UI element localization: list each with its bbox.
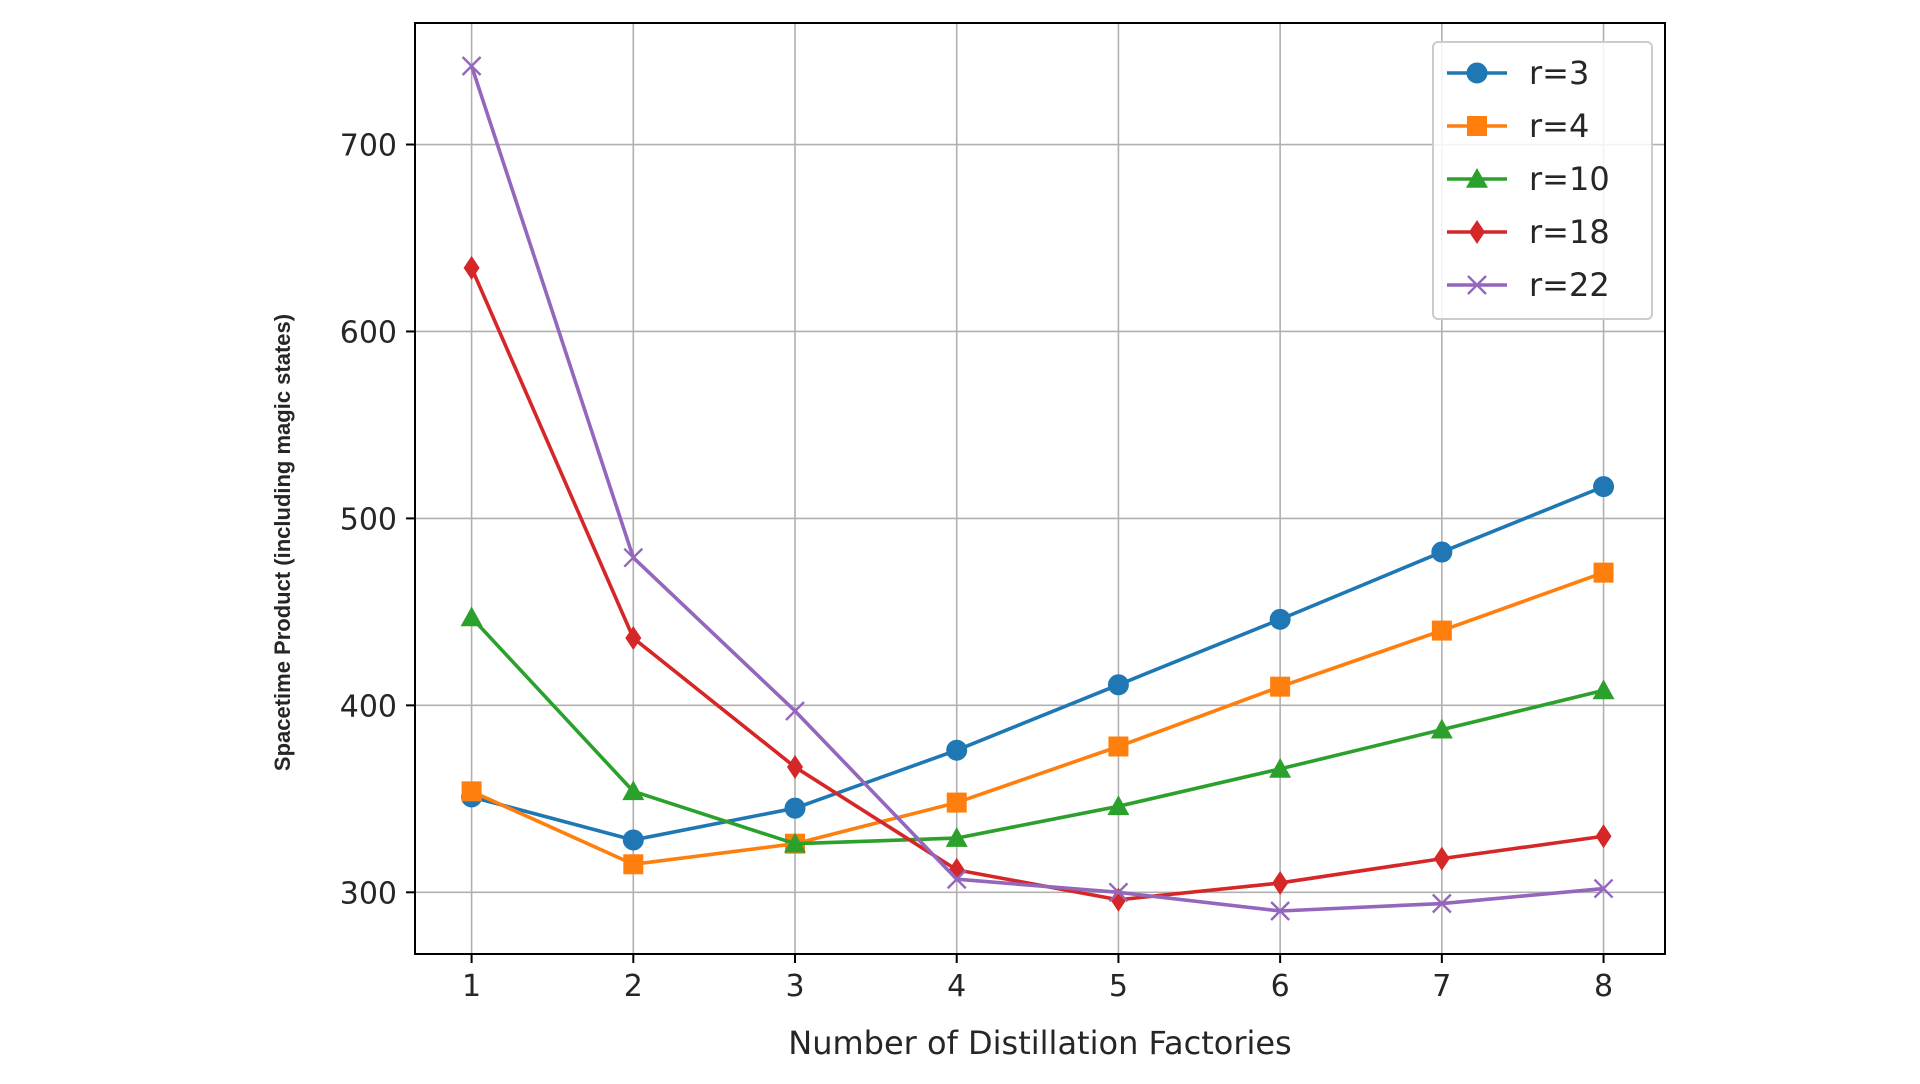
data-point-r-3 xyxy=(1269,608,1291,630)
x-tick-label: 8 xyxy=(1594,969,1613,1004)
data-point-r-4 xyxy=(623,854,644,875)
data-point-r-22 xyxy=(1593,878,1614,899)
data-point-r-3 xyxy=(1431,541,1453,563)
data-point-r-3 xyxy=(622,829,644,851)
legend-label-r-10: r=10 xyxy=(1529,160,1610,198)
x-tick-label: 6 xyxy=(1271,969,1290,1004)
data-point-r-3 xyxy=(1107,674,1129,696)
legend-item-r-22: r=22 xyxy=(1447,266,1610,304)
data-point-r-3 xyxy=(946,739,968,761)
x-marker-stroke xyxy=(946,869,967,890)
data-point-r-18 xyxy=(787,755,804,780)
y-axis-label: Spacetime Product (including magic state… xyxy=(270,314,295,771)
data-point-r-4 xyxy=(461,781,482,802)
series-line-r-18 xyxy=(469,267,1604,902)
data-point-r-10 xyxy=(1592,679,1615,700)
series-r-10 xyxy=(460,606,1615,853)
data-point-r-18 xyxy=(463,255,480,280)
data-point-r-22 xyxy=(623,547,644,568)
x-marker-stroke xyxy=(1593,878,1614,899)
series-r-3 xyxy=(461,476,1615,851)
data-point-r-10 xyxy=(1269,757,1292,778)
data-point-r-18 xyxy=(1433,846,1450,871)
x-tick-label: 4 xyxy=(947,969,966,1004)
axes-frame xyxy=(414,22,1666,955)
legend-item-r-3: r=3 xyxy=(1447,54,1589,92)
x-marker-stroke xyxy=(785,701,805,721)
x-marker-stroke xyxy=(461,56,482,76)
data-point-r-22 xyxy=(785,701,805,721)
series-line-r-22 xyxy=(469,65,1604,913)
data-point-r-10 xyxy=(1107,795,1130,816)
y-tick-label: 500 xyxy=(340,502,397,537)
legend-marker-r-18 xyxy=(1469,220,1485,244)
data-point-r-4 xyxy=(1431,620,1452,641)
x-marker-stroke xyxy=(1467,275,1487,295)
x-marker-stroke xyxy=(1270,901,1290,921)
data-point-r-22 xyxy=(946,869,967,890)
legend-box xyxy=(1432,41,1653,320)
data-point-r-10 xyxy=(460,606,483,627)
series-line-r-4 xyxy=(470,570,1605,867)
series-r-18 xyxy=(463,255,1612,912)
x-tick-label: 3 xyxy=(785,969,804,1004)
x-marker-stroke xyxy=(623,547,644,568)
data-point-r-10 xyxy=(945,827,968,847)
series-line-r-10 xyxy=(470,616,1604,846)
legend-marker-r-3 xyxy=(1466,62,1488,84)
series-r-22 xyxy=(461,56,1614,921)
data-point-r-10 xyxy=(784,832,807,853)
x-axis-label: Number of Distillation Factories xyxy=(788,1024,1291,1062)
legend-marker-r-4 xyxy=(1467,116,1487,136)
legend-label-r-18: r=18 xyxy=(1529,213,1610,251)
legend-label-r-22: r=22 xyxy=(1529,266,1610,304)
data-point-r-10 xyxy=(1430,718,1453,739)
legend-label-r-4: r=4 xyxy=(1529,107,1589,145)
y-tick-label: 400 xyxy=(340,689,397,724)
series-r-4 xyxy=(461,562,1614,875)
x-marker-stroke xyxy=(1108,882,1129,903)
data-point-r-22 xyxy=(1431,893,1452,914)
data-point-r-3 xyxy=(1593,476,1615,498)
legend-item-r-18: r=18 xyxy=(1447,213,1610,251)
legend-item-r-10: r=10 xyxy=(1447,160,1610,198)
data-point-r-3 xyxy=(784,797,806,819)
data-point-r-18 xyxy=(1595,824,1612,849)
data-point-r-18 xyxy=(625,626,642,651)
data-point-r-18 xyxy=(1272,870,1289,895)
x-tick-label: 5 xyxy=(1109,969,1128,1004)
tick-layer: 1 2 3 4 5 6 7 8 300 400 500 600 700 xyxy=(340,129,1613,1004)
data-point-r-22 xyxy=(461,56,482,76)
series-line-r-3 xyxy=(471,484,1605,842)
data-point-r-22 xyxy=(1108,882,1129,903)
y-tick-label: 700 xyxy=(340,129,397,164)
data-point-r-22 xyxy=(1270,901,1290,921)
y-tick-label: 600 xyxy=(340,315,397,350)
legend-label-r-3: r=3 xyxy=(1529,54,1589,92)
legend-marker-r-22 xyxy=(1467,275,1487,295)
data-point-r-4 xyxy=(1108,736,1129,757)
x-tick-label: 1 xyxy=(462,969,481,1004)
legend-marker-r-10 xyxy=(1466,168,1488,188)
x-tick-label: 7 xyxy=(1432,969,1451,1004)
data-point-r-4 xyxy=(1270,676,1291,697)
x-tick-label: 2 xyxy=(624,969,643,1004)
legend: r=3 r=4 r=10 r=18 r=22 xyxy=(1432,41,1653,320)
series-layer xyxy=(460,56,1615,921)
data-point-r-4 xyxy=(946,792,967,813)
legend-item-r-4: r=4 xyxy=(1447,107,1589,145)
y-tick-label: 300 xyxy=(340,876,397,911)
data-point-r-10 xyxy=(622,780,645,801)
x-marker-stroke xyxy=(1431,893,1452,914)
data-point-r-4 xyxy=(1593,562,1614,583)
